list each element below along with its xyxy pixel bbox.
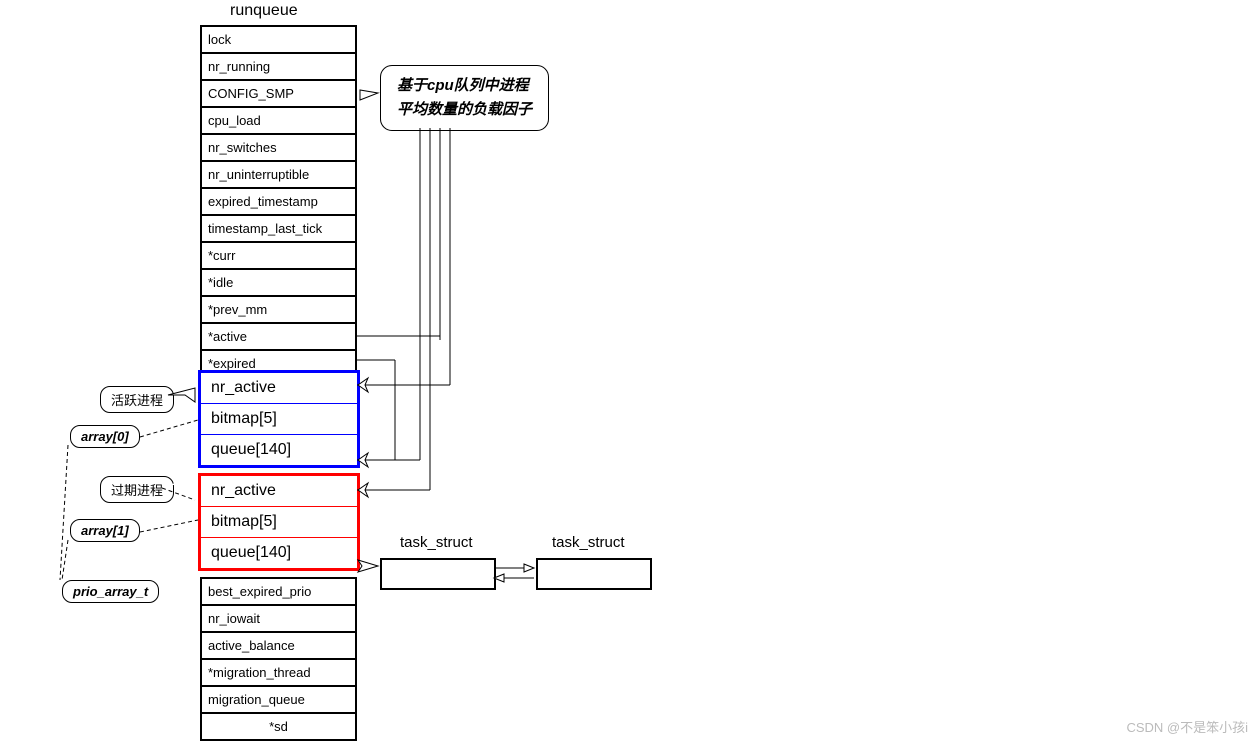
row-timestamp-last-tick: timestamp_last_tick xyxy=(201,215,356,242)
blue-bitmap: bitmap[5] xyxy=(201,404,357,435)
active-process-label: 活跃进程 xyxy=(100,386,174,413)
cpu-load-callout: 基于cpu队列中进程 平均数量的负载因子 xyxy=(380,65,549,131)
array0-label: array[0] xyxy=(70,425,140,448)
row-sd: *sd xyxy=(201,713,356,740)
runqueue-table-top: lock nr_running CONFIG_SMP cpu_load nr_s… xyxy=(200,25,357,378)
row-migration-queue: migration_queue xyxy=(201,686,356,713)
row-cpu-load: cpu_load xyxy=(201,107,356,134)
row-lock: lock xyxy=(201,26,356,53)
row-best-expired-prio: best_expired_prio xyxy=(201,578,356,605)
row-nr-iowait: nr_iowait xyxy=(201,605,356,632)
red-nr-active: nr_active xyxy=(201,476,357,507)
diagram-container: runqueue lock nr_running CONFIG_SMP cpu_… xyxy=(0,0,1258,744)
runqueue-table-bottom: best_expired_prio nr_iowait active_balan… xyxy=(200,577,357,741)
row-idle: *idle xyxy=(201,269,356,296)
blue-queue: queue[140] xyxy=(201,435,357,465)
array1-label: array[1] xyxy=(70,519,140,542)
watermark: CSDN @不是笨小孩i xyxy=(1126,717,1248,736)
row-prev-mm: *prev_mm xyxy=(201,296,356,323)
red-queue: queue[140] xyxy=(201,538,357,568)
row-nr-running: nr_running xyxy=(201,53,356,80)
runqueue-title: runqueue xyxy=(230,2,298,20)
task-struct-box-2 xyxy=(536,558,652,590)
row-curr: *curr xyxy=(201,242,356,269)
red-bitmap: bitmap[5] xyxy=(201,507,357,538)
prio-array-label: prio_array_t xyxy=(62,580,159,603)
callout-line1: 基于cpu队列中进程 xyxy=(397,74,532,98)
row-nr-uninterruptible: nr_uninterruptible xyxy=(201,161,356,188)
row-config-smp: CONFIG_SMP xyxy=(201,80,356,107)
task-struct-label-2: task_struct xyxy=(552,534,625,551)
row-expired-timestamp: expired_timestamp xyxy=(201,188,356,215)
row-active: *active xyxy=(201,323,356,350)
row-migration-thread: *migration_thread xyxy=(201,659,356,686)
active-array-box: nr_active bitmap[5] queue[140] xyxy=(198,370,360,468)
row-nr-switches: nr_switches xyxy=(201,134,356,161)
expired-array-box: nr_active bitmap[5] queue[140] xyxy=(198,473,360,571)
expired-process-label: 过期进程 xyxy=(100,476,174,503)
task-struct-box-1 xyxy=(380,558,496,590)
task-struct-label-1: task_struct xyxy=(400,534,473,551)
blue-nr-active: nr_active xyxy=(201,373,357,404)
row-active-balance: active_balance xyxy=(201,632,356,659)
connector-overlay xyxy=(0,0,1258,744)
callout-line2: 平均数量的负载因子 xyxy=(397,98,532,122)
